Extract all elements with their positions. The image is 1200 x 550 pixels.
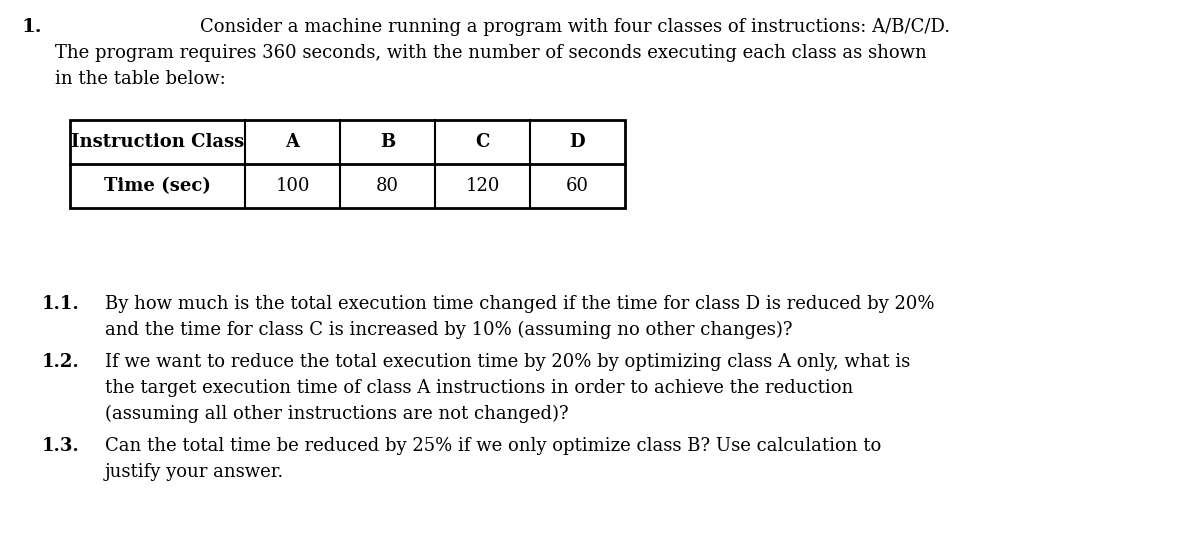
Text: (assuming all other instructions are not changed)?: (assuming all other instructions are not…	[106, 405, 569, 424]
Text: C: C	[475, 133, 490, 151]
Text: justify your answer.: justify your answer.	[106, 463, 284, 481]
Text: A: A	[286, 133, 300, 151]
Text: 1.1.: 1.1.	[42, 295, 79, 313]
Text: 1.2.: 1.2.	[42, 353, 79, 371]
Text: and the time for class C is increased by 10% (assuming no other changes)?: and the time for class C is increased by…	[106, 321, 792, 339]
Text: If we want to reduce the total execution time by 20% by optimizing class A only,: If we want to reduce the total execution…	[106, 353, 911, 371]
Text: 1.3.: 1.3.	[42, 437, 79, 455]
Text: 60: 60	[566, 177, 589, 195]
Text: Can the total time be reduced by 25% if we only optimize class B? Use calculatio: Can the total time be reduced by 25% if …	[106, 437, 881, 455]
Text: Consider a machine running a program with four classes of instructions: A/B/C/D.: Consider a machine running a program wit…	[200, 18, 950, 36]
Text: B: B	[380, 133, 395, 151]
Text: By how much is the total execution time changed if the time for class D is reduc: By how much is the total execution time …	[106, 295, 935, 313]
Text: in the table below:: in the table below:	[55, 70, 226, 88]
Text: 120: 120	[466, 177, 499, 195]
Text: the target execution time of class A instructions in order to achieve the reduct: the target execution time of class A ins…	[106, 379, 853, 397]
Text: D: D	[570, 133, 586, 151]
Text: Instruction Class: Instruction Class	[71, 133, 244, 151]
Bar	[70, 120, 625, 208]
Text: 1.: 1.	[22, 18, 43, 36]
Text: The program requires 360 seconds, with the number of seconds executing each clas: The program requires 360 seconds, with t…	[55, 44, 926, 62]
Text: 100: 100	[275, 177, 310, 195]
Text: Time (sec): Time (sec)	[104, 177, 211, 195]
Text: 80: 80	[376, 177, 398, 195]
